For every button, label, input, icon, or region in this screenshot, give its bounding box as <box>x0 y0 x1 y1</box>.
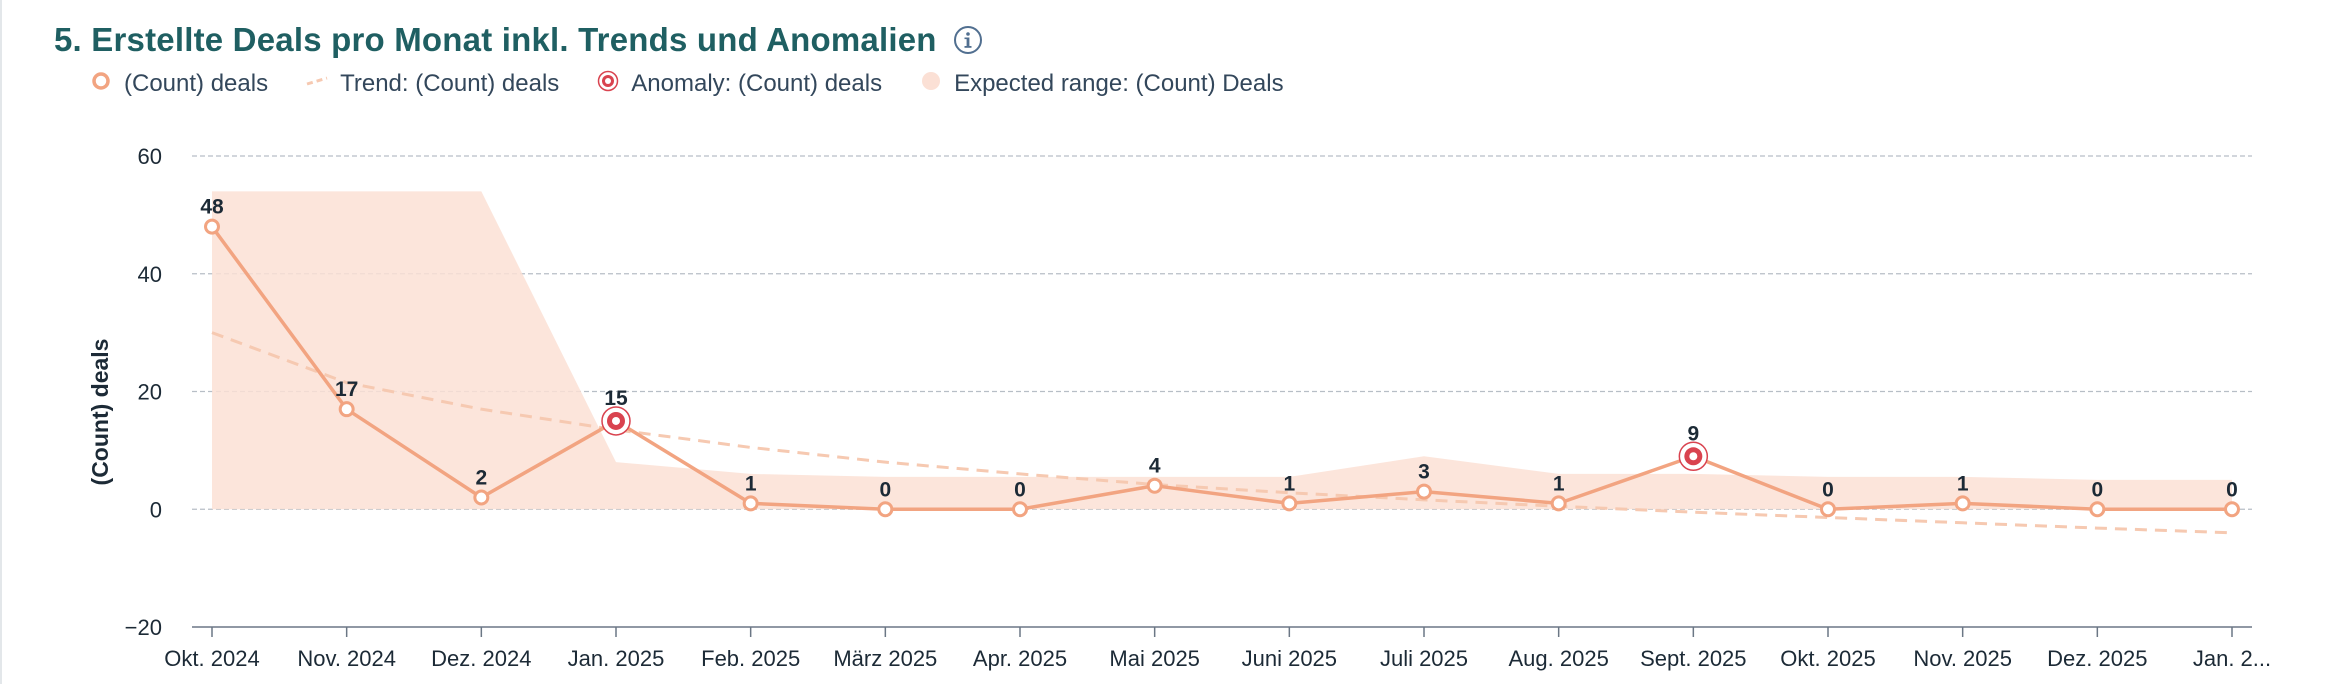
x-tick-label: Nov. 2025 <box>1913 646 2012 671</box>
x-axis: Okt. 2024 Nov. 2024 Dez. 2024 Jan. 2025 Feb.… <box>164 626 2271 671</box>
hollow-circle-marker-icon <box>90 70 112 99</box>
y-tick-label: 60 <box>138 144 162 169</box>
title-row: 5. Erstellte Deals pro Monat inkl. Trend… <box>54 18 983 62</box>
x-tick-label: Aug. 2025 <box>1509 646 1609 671</box>
data-label: 0 <box>1822 478 1834 501</box>
data-labels: 48 17 2 15 1 0 0 4 1 3 1 9 0 1 0 0 <box>200 196 2238 502</box>
data-label: 1 <box>1553 472 1565 495</box>
trend-line <box>211 331 2233 535</box>
x-tick-label: Juli 2025 <box>1380 646 1468 671</box>
trend-line-path <box>211 331 2233 535</box>
expected-range-area <box>212 191 2232 510</box>
anomaly-target-marker-icon <box>597 70 619 99</box>
x-tick-label: Apr. 2025 <box>973 646 1067 671</box>
series-line <box>210 225 2232 511</box>
data-label: 0 <box>879 478 891 501</box>
chart-legend: (Count) deals Trend: (Count) deals Anoma… <box>90 66 1322 102</box>
x-tick-label: Mai 2025 <box>1109 646 1200 671</box>
data-label: 0 <box>1014 478 1026 501</box>
filled-circle-icon <box>920 70 942 99</box>
y-tick-label: 40 <box>138 262 162 287</box>
legend-label: Expected range: (Count) Deals <box>954 70 1284 97</box>
info-icon[interactable] <box>953 25 983 55</box>
dashed-line-icon <box>306 70 328 99</box>
data-point <box>204 218 220 235</box>
data-point <box>338 401 355 418</box>
data-point <box>1146 477 1163 494</box>
x-tick-label: Nov. 2024 <box>297 646 396 671</box>
data-label: 1 <box>1957 472 1969 495</box>
x-tick-label: Dez. 2025 <box>2047 646 2147 671</box>
data-label: 0 <box>2091 478 2103 501</box>
data-point <box>1954 495 1971 512</box>
data-label: 15 <box>604 387 628 410</box>
data-point <box>1550 495 1567 512</box>
legend-item-trend[interactable]: Trend: (Count) deals <box>306 70 559 99</box>
legend-label: (Count) deals <box>124 70 269 97</box>
data-label: 3 <box>1418 461 1430 484</box>
data-label: 4 <box>1149 455 1161 478</box>
count-deals-series <box>204 218 2240 518</box>
anomaly-center <box>1689 452 1698 461</box>
x-tick-label: Okt. 2024 <box>164 646 259 671</box>
y-tick-label: −20 <box>125 615 162 640</box>
legend-item-expected-range[interactable]: Expected range: (Count) Deals <box>920 70 1284 99</box>
x-tick-label: Jan. 2025 <box>568 646 665 671</box>
x-tick-label: Feb. 2025 <box>701 646 800 671</box>
data-point <box>1012 501 1028 518</box>
data-label: 9 <box>1687 422 1699 445</box>
x-tick-label: Okt. 2025 <box>1780 646 1875 671</box>
legend-item-count-deals[interactable]: (Count) deals <box>90 70 268 99</box>
data-point <box>2224 501 2240 518</box>
legend-label: Anomaly: (Count) deals <box>631 70 883 97</box>
x-tick-label: Jan. 2... <box>2193 646 2271 671</box>
expected-range-band <box>212 191 2232 510</box>
data-point <box>2089 501 2106 518</box>
legend-item-anomaly[interactable]: Anomaly: (Count) deals <box>597 70 882 99</box>
data-point <box>877 501 894 518</box>
x-tick-label: Sept. 2025 <box>1640 646 1746 671</box>
anomaly-center <box>612 416 620 425</box>
y-tick-label: 20 <box>138 380 162 405</box>
data-label: 0 <box>2226 478 2238 501</box>
chart-title: 5. Erstellte Deals pro Monat inkl. Trend… <box>54 21 937 58</box>
x-tick-label: März 2025 <box>833 646 937 671</box>
data-point <box>742 495 759 512</box>
legend-label: Trend: (Count) deals <box>340 70 560 97</box>
data-label: 1 <box>745 472 757 495</box>
y-tick-label: 0 <box>150 497 162 522</box>
data-point <box>473 489 490 506</box>
data-label: 1 <box>1283 472 1295 495</box>
data-point <box>1416 483 1432 500</box>
y-axis-title: (Count) deals <box>87 339 113 486</box>
x-tick-label: Juni 2025 <box>1242 646 1337 671</box>
data-label: 17 <box>335 378 358 401</box>
data-point <box>1820 501 1836 518</box>
data-label: 48 <box>200 196 224 219</box>
data-point <box>1281 495 1298 512</box>
x-tick-label: Dez. 2024 <box>431 646 531 671</box>
data-label: 2 <box>475 466 487 489</box>
